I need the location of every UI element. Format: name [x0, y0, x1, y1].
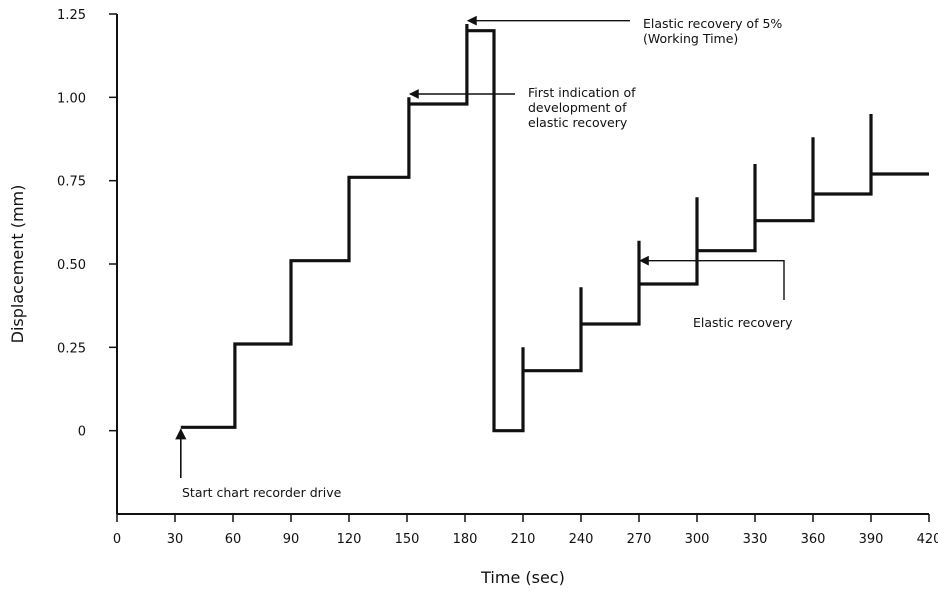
annotation-arrow-elastic — [639, 255, 785, 300]
annotation-text-elastic5: Elastic recovery of 5% — [643, 16, 782, 31]
x-tick-label: 150 — [395, 532, 420, 547]
x-tick-label: 390 — [859, 532, 884, 547]
annotation-text-start: Start chart recorder drive — [182, 485, 342, 500]
x-tick-label: 270 — [627, 532, 652, 547]
y-tick-label: 1.00 — [57, 91, 86, 106]
y-tick-label: 0.75 — [57, 175, 86, 190]
y-ticks: 0 0.25 0.50 0.75 1.00 1.25 — [57, 8, 117, 440]
x-tick-label: 180 — [453, 532, 478, 547]
y-tick-label: 1.25 — [57, 8, 86, 23]
x-tick-label: 360 — [801, 532, 826, 547]
x-tick-label: 210 — [511, 532, 536, 547]
x-axis: 0 30 60 90 120 150 180 210 240 270 300 330 360 390 420 — [113, 513, 938, 547]
x-tick-label: 0 — [113, 532, 121, 547]
series-layer — [180, 24, 929, 433]
y-axis-title: Displacement (mm) — [8, 185, 27, 344]
x-tick-label: 90 — [283, 532, 300, 547]
x-tick-label: 30 — [167, 532, 184, 547]
x-tick-label: 60 — [225, 532, 242, 547]
annotation-text-elastic: Elastic recovery — [693, 315, 793, 330]
y-tick-label: 0.25 — [57, 341, 86, 356]
x-tick-label: 420 — [917, 532, 938, 547]
annotation-text-first: development of — [528, 100, 627, 115]
y-tick-label: 0.50 — [57, 258, 86, 273]
annotation-layer: Start chart recorder drive Elastic recove… — [175, 15, 793, 500]
annotation-text-first: First indication of — [528, 85, 636, 100]
series-line — [180, 24, 929, 433]
x-tick-label: 240 — [569, 532, 594, 547]
x-ticks: 0 30 60 90 120 150 180 210 240 270 300 330 360 390 420 — [113, 514, 938, 547]
x-tick-label: 330 — [743, 532, 768, 547]
x-axis-title: Time (sec) — [480, 568, 565, 587]
annotation-text-elastic5: (Working Time) — [643, 31, 738, 46]
x-tick-label: 120 — [337, 532, 362, 547]
annotation-text-first: elastic recovery — [528, 115, 628, 130]
y-axis: 0 0.25 0.50 0.75 1.00 1.25 — [57, 8, 118, 514]
x-tick-label: 300 — [685, 532, 710, 547]
y-tick-label: 0 — [78, 425, 86, 440]
